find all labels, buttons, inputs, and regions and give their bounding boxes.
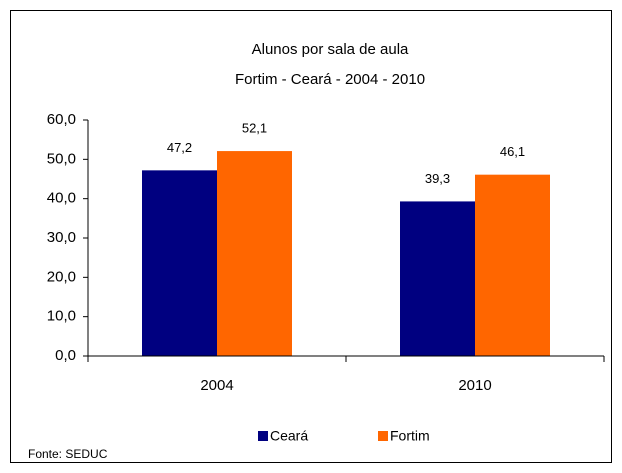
y-tick-label: 10,0 [47, 308, 76, 325]
source: Fonte: SEDUC [28, 447, 108, 461]
x-tick-label: 2004 [200, 377, 233, 394]
bar [400, 201, 475, 356]
y-tick-label: 30,0 [47, 229, 76, 246]
x-tick-label: 2010 [458, 377, 491, 394]
data-label: 46,1 [500, 144, 525, 159]
bar [475, 174, 550, 356]
y-tick-label: 20,0 [47, 268, 76, 285]
legend-label: Ceará [270, 428, 308, 444]
legend-swatch [258, 431, 268, 441]
y-tick-label: 60,0 [47, 111, 76, 128]
y-tick-label: 40,0 [47, 190, 76, 207]
y-tick-label: 0,0 [55, 347, 76, 364]
data-label: 39,3 [425, 171, 450, 186]
y-tick-label: 50,0 [47, 150, 76, 167]
legend-label: Fortim [390, 428, 430, 444]
bar [217, 151, 292, 356]
data-label: 52,1 [242, 121, 267, 136]
chart-subtitle: Fortim - Ceará - 2004 - 2010 [235, 71, 425, 88]
legend-swatch [378, 431, 388, 441]
chart-title: Alunos por sala de aula [252, 41, 409, 58]
data-label: 47,2 [167, 140, 192, 155]
bar [142, 170, 217, 356]
